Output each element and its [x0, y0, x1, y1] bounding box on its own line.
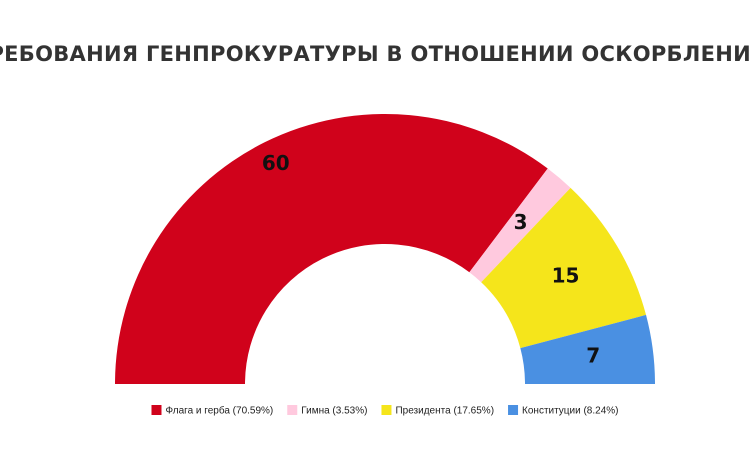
legend-swatch: [508, 405, 519, 415]
legend-label: Флага и герба (70.59%): [165, 405, 273, 417]
value-label: 15: [552, 263, 580, 287]
legend-swatch: [287, 405, 298, 415]
segment: [520, 314, 655, 384]
legend-label: Президента (17.65%): [395, 406, 494, 417]
segment: [481, 187, 647, 349]
value-label: 7: [586, 343, 600, 367]
segment: [469, 168, 571, 283]
segment: [115, 114, 548, 385]
legend-swatch: [151, 405, 162, 415]
value-label: 60: [262, 151, 290, 175]
chart-title: ТРЕБОВАНИЯ ГЕНПРОКУРАТУРЫ В ОТНОШЕНИИ ОС…: [0, 42, 750, 66]
legend-swatch: [381, 405, 392, 415]
legend-label: Гимна (3.53%): [301, 406, 367, 417]
legend-label: Конституции (8.24%): [522, 406, 618, 417]
value-label: 3: [514, 210, 528, 234]
